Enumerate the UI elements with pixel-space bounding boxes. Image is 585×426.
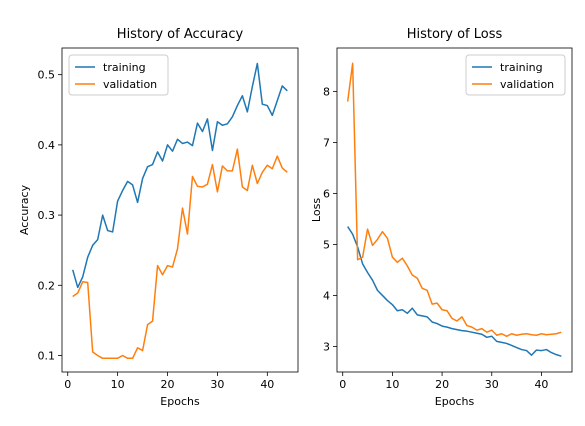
chart-2-title: History of Loss (407, 27, 503, 42)
chart-2-legend-box (465, 54, 566, 96)
chart-2-legend: training validation (465, 54, 566, 96)
chart-1-y-tick-label-4: 0.5 (38, 69, 56, 82)
chart-2-panel: History of Loss 0 10 20 30 40 3 4 5 6 7 8 Epochs Loss… (310, 27, 573, 408)
chart-2-x-tick-label-1: 10 (385, 378, 399, 391)
chart-2-axes-frame (336, 47, 573, 373)
chart-2-y-tick-label-2: 5 (323, 238, 330, 251)
chart-2-legend-label-validation: validation (500, 78, 554, 91)
chart-2-y-tick-label-1: 4 (323, 289, 330, 302)
chart-2-y-tick-label-3: 6 (323, 187, 330, 200)
chart-2-x-tick-label-3: 30 (485, 378, 499, 391)
chart-1-legend-label-training: training (103, 61, 146, 74)
chart-1-x-axis-label: Epochs (160, 395, 200, 408)
chart-1-series-line-validation (72, 148, 288, 360)
chart-1-x-tick-label-4: 40 (260, 378, 274, 391)
chart-1-y-tick-label-0: 0.1 (38, 350, 56, 363)
chart-1-x-tick-label-1: 10 (111, 378, 125, 391)
chart-1-x-tick-label-2: 20 (161, 378, 175, 391)
chart-1-series-line-training (72, 62, 288, 289)
chart-2-series-line-training (347, 226, 562, 357)
chart-2-x-tick-label-0: 0 (339, 378, 346, 391)
chart-2-x-tick-label-2: 20 (435, 378, 449, 391)
chart-1-x-tick-label-3: 30 (210, 378, 224, 391)
chart-1-y-tick-label-1: 0.2 (38, 279, 56, 292)
chart-1-axes-frame (61, 47, 299, 373)
chart-2-y-tick-label-0: 3 (323, 340, 330, 353)
chart-2-x-axis-label: Epochs (435, 395, 475, 408)
chart-1-title: History of Accuracy (117, 27, 244, 42)
chart-1-legend-box (68, 54, 169, 96)
chart-1-y-tick-label-3: 0.4 (38, 139, 56, 152)
chart-2-legend-label-training: training (500, 61, 543, 74)
chart-1-panel: History of Accuracy 0 10 20 30 40 0.1 0.2 0.3 0.4… (18, 27, 299, 408)
chart-2-y-axis-label: Loss (310, 198, 323, 222)
chart-2-y-tick-label-4: 7 (323, 136, 330, 149)
chart-1-x-tick-label-0: 0 (64, 378, 71, 391)
chart-1-y-axis-label: Accuracy (18, 184, 31, 235)
chart-2-y-tick-label-5: 8 (323, 85, 330, 98)
chart-1-y-tick-label-2: 0.3 (38, 209, 56, 222)
chart-2-series-line-validation (346, 62, 562, 338)
chart-1-legend-label-validation: validation (103, 78, 157, 91)
chart-2-x-tick-label-4: 40 (534, 378, 548, 391)
chart-1-legend: training validation (68, 54, 169, 96)
